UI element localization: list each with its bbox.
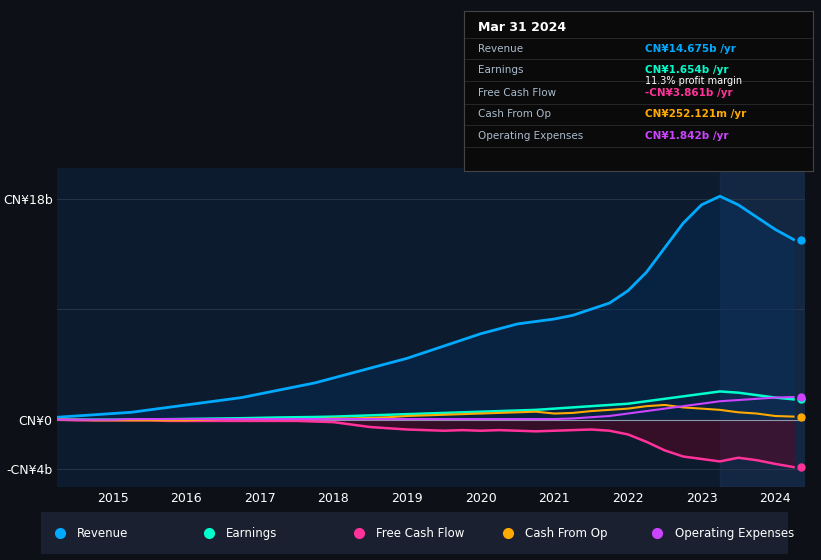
Text: Revenue: Revenue xyxy=(478,44,523,54)
Text: Earnings: Earnings xyxy=(478,66,523,75)
Text: Operating Expenses: Operating Expenses xyxy=(675,527,794,540)
Text: CN¥252.121m /yr: CN¥252.121m /yr xyxy=(645,109,746,119)
Text: CN¥1.842b /yr: CN¥1.842b /yr xyxy=(645,130,729,141)
Text: Cash From Op: Cash From Op xyxy=(478,109,551,119)
Text: Cash From Op: Cash From Op xyxy=(525,527,608,540)
Bar xyxy=(720,168,808,487)
Text: -CN¥3.861b /yr: -CN¥3.861b /yr xyxy=(645,87,733,97)
Text: 11.3% profit margin: 11.3% profit margin xyxy=(645,76,742,86)
Text: Free Cash Flow: Free Cash Flow xyxy=(478,87,556,97)
Text: CN¥14.675b /yr: CN¥14.675b /yr xyxy=(645,44,736,54)
Text: Revenue: Revenue xyxy=(77,527,128,540)
Text: CN¥1.654b /yr: CN¥1.654b /yr xyxy=(645,66,729,75)
Text: Free Cash Flow: Free Cash Flow xyxy=(376,527,464,540)
Text: Operating Expenses: Operating Expenses xyxy=(478,130,583,141)
Text: Mar 31 2024: Mar 31 2024 xyxy=(478,21,566,34)
Text: Earnings: Earnings xyxy=(227,527,277,540)
